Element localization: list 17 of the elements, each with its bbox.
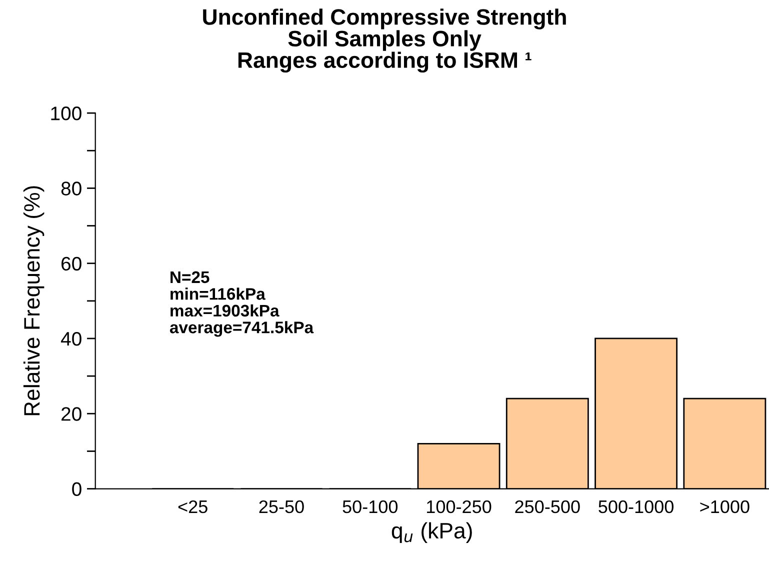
y-tick-label: 100 (51, 106, 82, 120)
x-axis-title: q$_{u}$ (kPa) (392, 522, 472, 543)
x-tick-label: <25 (178, 500, 208, 514)
y-tick-label: 80 (61, 182, 82, 196)
y-tick-label: 20 (62, 407, 82, 421)
x-tick-label: 50-100 (342, 500, 398, 514)
y-tick-label: 40 (60, 332, 82, 346)
annotation: N=25 min=116kPa max=1903kPa average=741.5kPa (170, 271, 314, 337)
y-tick-label: 60 (62, 256, 82, 271)
x-tick-label: >1000 (700, 500, 750, 514)
chart-title: Unconfined Compressive Strength Soil Samples Only Ranges according to ISRM ¹ (203, 8, 566, 73)
y-tick-label: 0 (72, 482, 82, 496)
x-tick-label: 100-250 (427, 500, 492, 514)
x-tick-label: 25-50 (259, 500, 304, 514)
x-tick-label: 500-1000 (598, 500, 674, 514)
y-axis-title: Relative Frequency (%) (23, 186, 44, 416)
x-tick-label: 250-500 (515, 500, 580, 514)
